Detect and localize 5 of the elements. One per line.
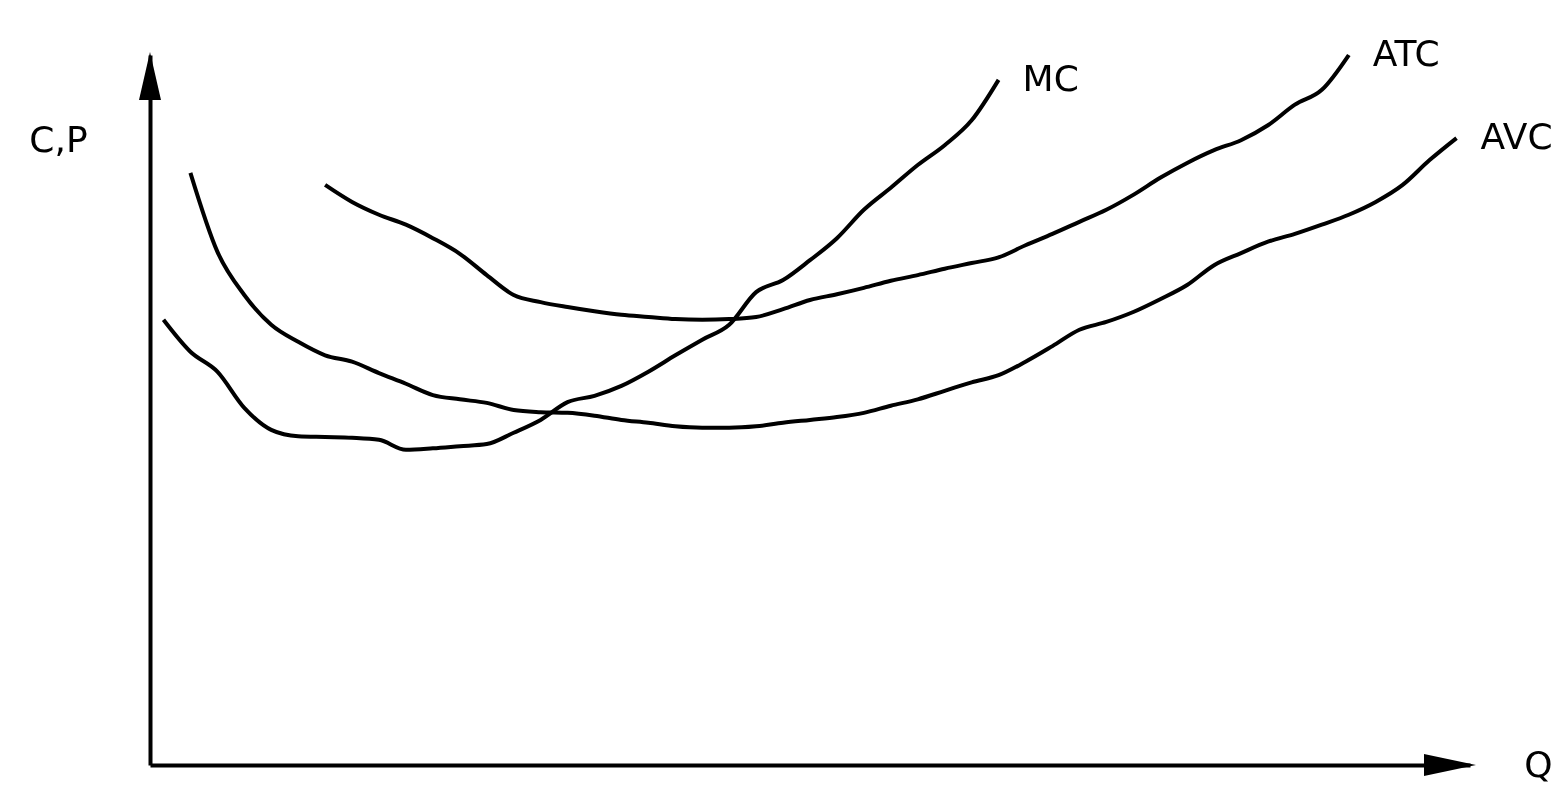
y-axis-title: C,P — [29, 118, 88, 160]
series-label: MC — [1022, 57, 1079, 99]
x-axis-title: Q — [1524, 743, 1553, 785]
series-label: ATC — [1372, 33, 1440, 74]
series-label: AVC — [1480, 116, 1553, 158]
